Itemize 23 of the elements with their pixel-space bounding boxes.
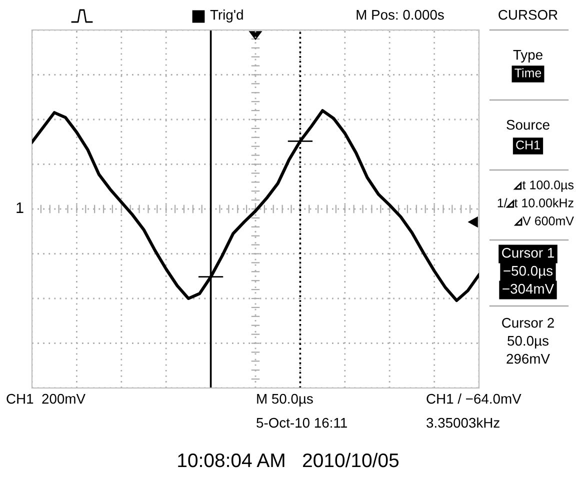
text: Type: [513, 50, 542, 62]
text: Time: [514, 68, 542, 78]
text: 296mV: [506, 354, 550, 364]
text: M Pos: 0.000s: [356, 10, 444, 20]
text: Trig'd: [210, 10, 243, 22]
text: t 100.0µs: [522, 180, 574, 192]
text: Source: [506, 120, 550, 130]
text: −304mV: [502, 284, 554, 294]
text: Cursor 1: [502, 248, 554, 258]
text: V 600mV: [522, 216, 574, 226]
text: CURSOR: [498, 10, 558, 20]
text: M 50.0µs: [257, 394, 313, 406]
text: CH1 / −64.0mV: [426, 394, 522, 404]
text: 1: [16, 202, 24, 213]
text: 5-Oct-10 16:11: [256, 418, 347, 428]
text: 10:08:04 AM 2010/10/05: [178, 452, 399, 468]
text: Cursor 2: [502, 318, 554, 328]
text: CH1 200mV: [6, 394, 86, 404]
text: −50.0µs: [504, 266, 553, 278]
text: 50.0µs: [508, 336, 548, 348]
text: CH1: [516, 140, 540, 150]
text: 1/ t 10.00kHz: [498, 198, 574, 208]
text: 3.35003kHz: [426, 418, 500, 428]
